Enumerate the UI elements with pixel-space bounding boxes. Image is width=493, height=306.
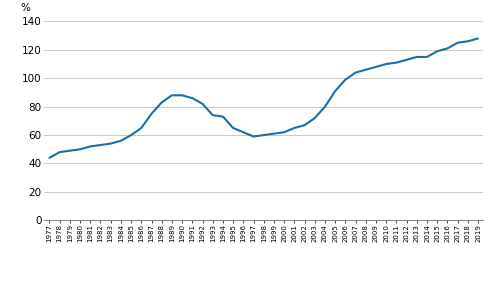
Text: %: %	[20, 3, 30, 13]
